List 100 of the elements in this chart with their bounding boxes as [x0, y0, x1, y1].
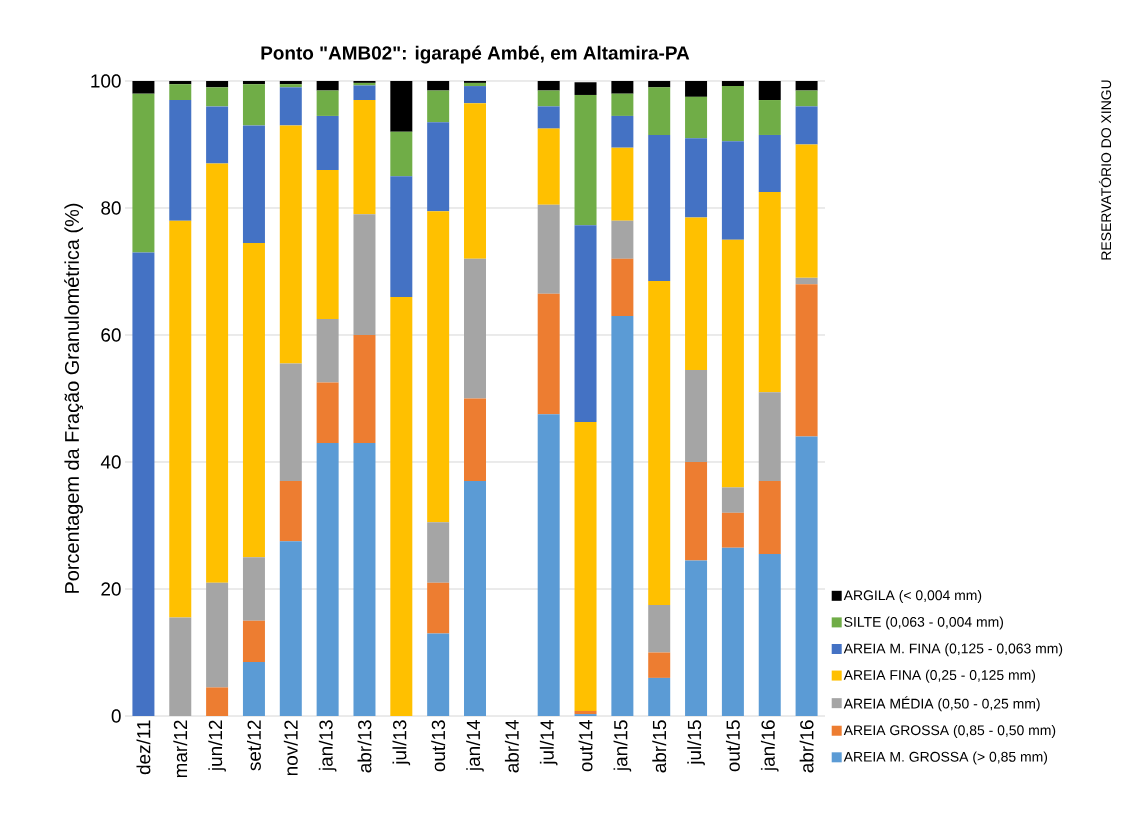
bar: [427, 582, 450, 634]
bar: [758, 192, 781, 393]
bar: [464, 398, 486, 482]
bar: [721, 86, 744, 142]
bar: [685, 462, 708, 561]
bar: [279, 80, 302, 85]
bar: [758, 134, 781, 193]
bar: [316, 442, 339, 716]
x-tick-label: out/14: [578, 720, 593, 772]
x-tick-label: jan/16: [760, 720, 779, 772]
bar: [427, 211, 450, 523]
bar: [685, 96, 708, 139]
bar: [279, 541, 302, 716]
bar: [574, 82, 597, 95]
bar: [242, 620, 265, 663]
legend-label: AREIA M. GROSSA (> 0,85 mm): [843, 751, 1048, 765]
bar: [464, 258, 486, 399]
bar: [685, 217, 708, 370]
bar: [648, 87, 671, 135]
bar: [132, 93, 155, 253]
bar: [206, 582, 229, 688]
bar: [685, 80, 708, 97]
bar: [353, 335, 376, 443]
bar: [316, 319, 339, 383]
bar: [353, 85, 376, 101]
bar: [721, 487, 744, 513]
bar: [537, 204, 560, 294]
bar: [206, 80, 229, 88]
bar: [353, 100, 376, 215]
legend-label: AREIA M. FINA (0,125 - 0,063 mm): [843, 643, 1063, 657]
bar: [685, 369, 708, 462]
bar: [390, 296, 413, 716]
bar: [721, 547, 744, 716]
bar: [721, 512, 744, 548]
bar: [721, 80, 744, 87]
bar: [537, 90, 560, 107]
bar: [537, 128, 560, 205]
bar: [242, 125, 265, 243]
bar: [464, 481, 486, 716]
legend-label: SILTE (0,063 - 0,004 mm): [844, 616, 1004, 630]
x-tick-label: abr/15: [652, 720, 667, 773]
y-tick-label: 100: [91, 74, 121, 88]
bar: [242, 662, 265, 716]
bar: [795, 436, 818, 716]
bar: [390, 131, 413, 177]
x-tick-label: jan/14: [466, 720, 484, 772]
bar: [279, 125, 302, 364]
y-tick-label: 40: [100, 455, 121, 469]
x-tick-label: abr/16: [799, 720, 814, 773]
legend-label: AREIA MÉDIA (0,50 - 0,25 mm): [843, 696, 1040, 712]
bar: [132, 252, 155, 716]
bar: [648, 677, 671, 716]
bar: [537, 80, 560, 91]
bar: [390, 80, 413, 132]
bar: [648, 80, 671, 88]
legend-label: AREIA GROSSA (0,85 - 0,50 mm): [843, 724, 1056, 738]
bar: [648, 652, 671, 678]
bar: [206, 163, 229, 583]
y-tick-label: 60: [101, 328, 121, 342]
bar: [464, 82, 486, 87]
bar: [611, 80, 634, 94]
bar: [132, 80, 155, 94]
x-tick-label: jul/15: [687, 720, 705, 766]
bar: [279, 87, 302, 126]
bar: [685, 138, 708, 218]
bar: [427, 633, 450, 716]
bar: [611, 315, 634, 716]
bar: [685, 560, 708, 716]
bar: [648, 604, 671, 653]
bar: [795, 284, 818, 437]
bar: [758, 80, 781, 101]
x-tick-label: out/13: [431, 720, 446, 772]
bar: [169, 617, 192, 716]
chart-title: Ponto "AMB02": igarapé Ambé, em Altamira-PA: [261, 45, 690, 64]
bar: [611, 220, 634, 259]
bar: [611, 258, 634, 316]
bar: [574, 94, 597, 226]
y-tick-label: 0: [111, 709, 121, 723]
x-tick-label: abr/13: [357, 720, 372, 773]
bar: [795, 144, 818, 278]
bar: [537, 414, 560, 716]
bar: [427, 122, 450, 212]
bar: [795, 80, 818, 91]
x-tick-label: jun/12: [208, 720, 226, 772]
legend-label: AREIA FINA (0,25 - 0,125 mm): [843, 669, 1036, 683]
bar: [574, 710, 597, 715]
bar: [316, 90, 339, 116]
x-tick-label: mar/12: [173, 720, 188, 778]
bar: [648, 134, 671, 282]
bar: [169, 220, 192, 618]
bar: [611, 147, 634, 221]
bar: [353, 442, 376, 716]
bar: [316, 80, 339, 91]
x-tick-label: dez/11: [136, 720, 151, 775]
bar: [795, 90, 818, 107]
y-axis-title: Porcentagem da Fração Granulométrica (%): [64, 203, 84, 593]
legend-label: ARGILA (< 0,004 mm): [843, 590, 982, 604]
bar: [242, 242, 265, 558]
bar: [169, 100, 192, 221]
bar: [206, 87, 229, 107]
